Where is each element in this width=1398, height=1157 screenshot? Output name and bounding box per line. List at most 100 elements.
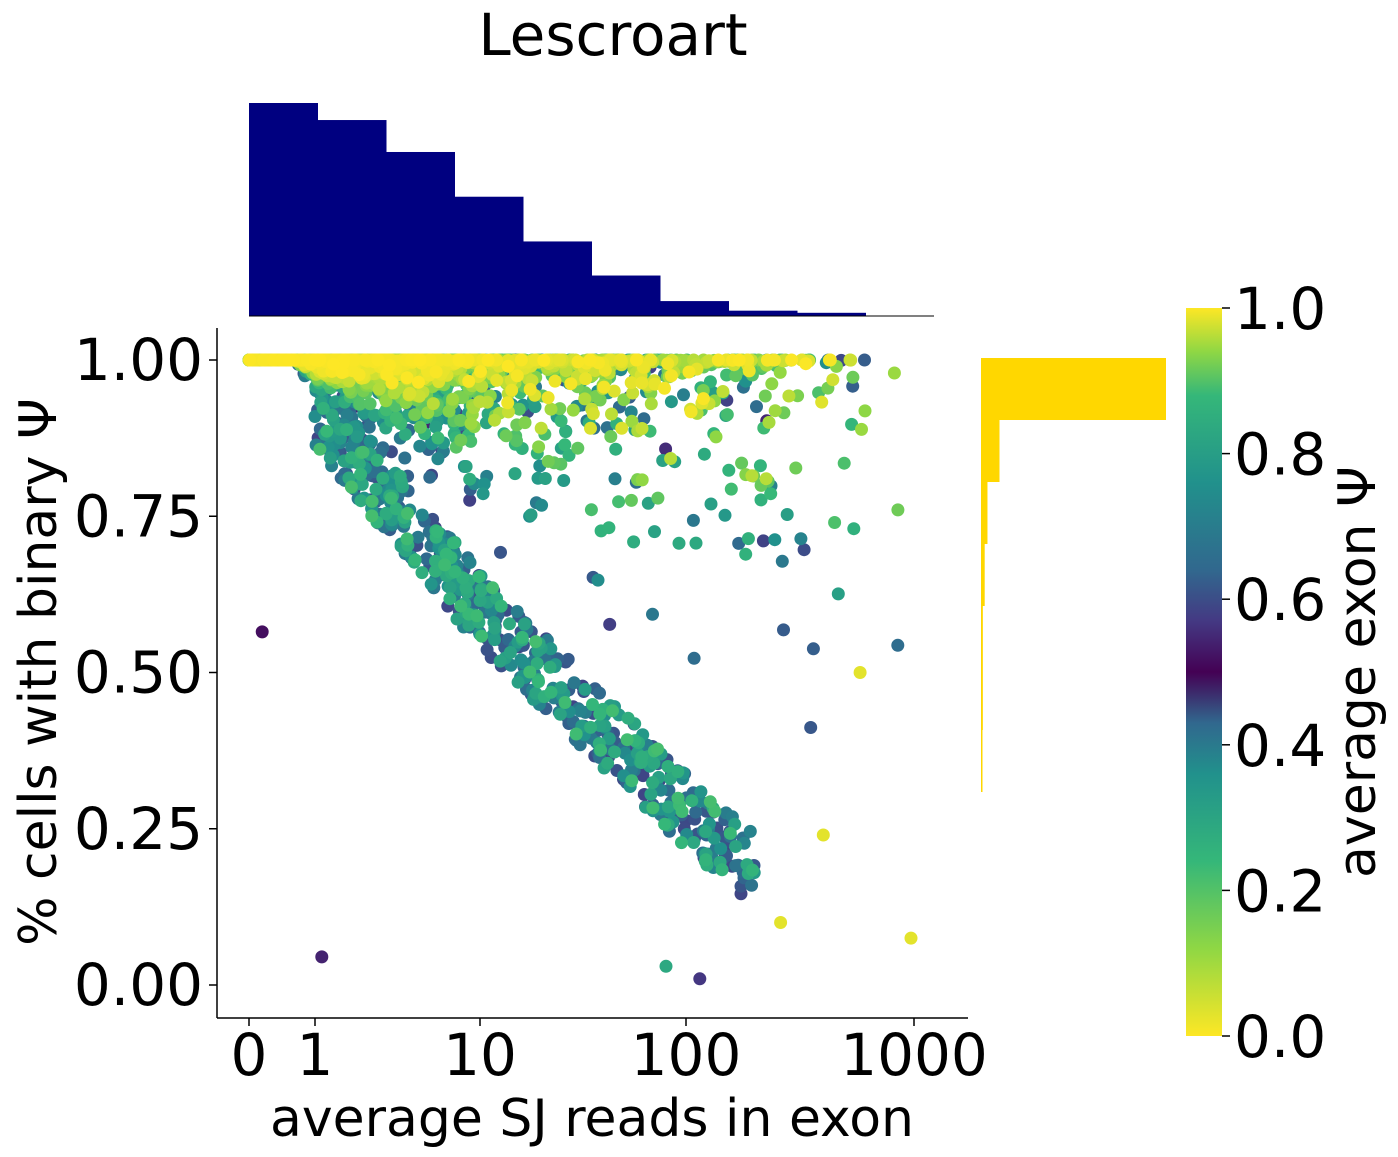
data-point [532,440,546,454]
top-histogram-bar [523,241,592,316]
data-point [586,407,600,421]
data-point [446,392,460,406]
data-point [758,389,772,403]
data-point [561,652,575,666]
data-point [739,547,753,561]
data-point [480,643,494,657]
scatter-plot [242,353,918,986]
data-point [400,371,414,385]
colorbar-tick-label: 1.0 [1234,275,1326,343]
data-point [715,863,729,877]
data-point [512,402,526,416]
data-point [340,423,354,437]
data-point [601,756,615,770]
data-point [313,442,327,456]
data-point [754,493,768,507]
data-point [454,413,468,427]
data-point [462,618,476,632]
colorbar-tick-label: 0.6 [1234,566,1326,634]
data-point [494,599,508,613]
data-point [891,503,905,517]
data-point [398,427,412,441]
data-point [413,420,427,434]
data-point [729,840,743,853]
right-histogram-bar [981,544,985,606]
data-point [476,487,490,501]
data-point [831,587,845,601]
data-point [538,472,552,485]
data-point [723,826,737,840]
data-point [627,535,641,549]
data-point [383,358,396,372]
data-point [603,617,617,631]
data-point [463,472,477,486]
data-point [605,407,618,421]
data-point [571,355,585,369]
data-point [826,373,840,387]
data-point [529,635,543,649]
data-point [687,836,701,849]
data-point [558,438,572,452]
data-point [732,536,746,550]
data-point [661,357,675,371]
data-point [815,395,829,409]
colorbar-tick-label: 0.8 [1234,421,1326,489]
data-point [389,411,403,425]
data-point [677,388,690,402]
data-point [464,417,478,431]
data-point [566,403,580,417]
data-point [340,408,354,422]
data-point [742,364,756,378]
data-point [354,494,368,508]
right-histogram-bar [981,730,983,792]
data-point [398,451,412,465]
data-point [722,463,736,477]
data-point [621,711,635,725]
data-point [768,533,782,547]
y-tick-label: 0.00 [74,951,203,1019]
data-point [685,794,699,808]
data-point [344,451,358,465]
data-point [544,402,558,416]
data-point [369,482,383,496]
data-point [775,554,789,568]
data-point [614,353,627,367]
data-point [644,397,658,411]
data-point [423,353,437,367]
data-point [718,508,732,522]
data-point [651,491,665,505]
y-axis-label: % cells with binary Ψ [9,398,69,946]
data-point [494,545,507,559]
data-point [530,657,544,670]
data-point [571,441,585,455]
data-point [472,570,486,584]
x-tick-label: 10 [443,1021,517,1089]
data-point [413,439,427,453]
data-point [608,745,621,759]
data-point [687,651,701,665]
y-tick-label: 0.50 [74,639,203,707]
data-point [564,377,578,391]
data-point [624,376,638,390]
data-point [429,365,443,379]
data-point [342,374,356,388]
x-tick-label: 1000 [840,1021,988,1089]
data-point [858,404,872,418]
data-point [704,497,718,511]
data-point [753,459,767,473]
data-point [855,422,868,436]
data-point [345,440,359,454]
data-point [384,491,398,505]
data-point [368,408,381,422]
data-point [853,666,867,679]
data-point [486,581,500,595]
data-point [686,513,700,527]
data-point [586,698,599,711]
top-histogram-bar [454,196,524,316]
data-point [635,750,649,764]
data-point [844,353,858,367]
data-point [524,508,538,522]
data-point [567,676,581,690]
data-point [329,395,342,409]
data-point [488,413,501,427]
